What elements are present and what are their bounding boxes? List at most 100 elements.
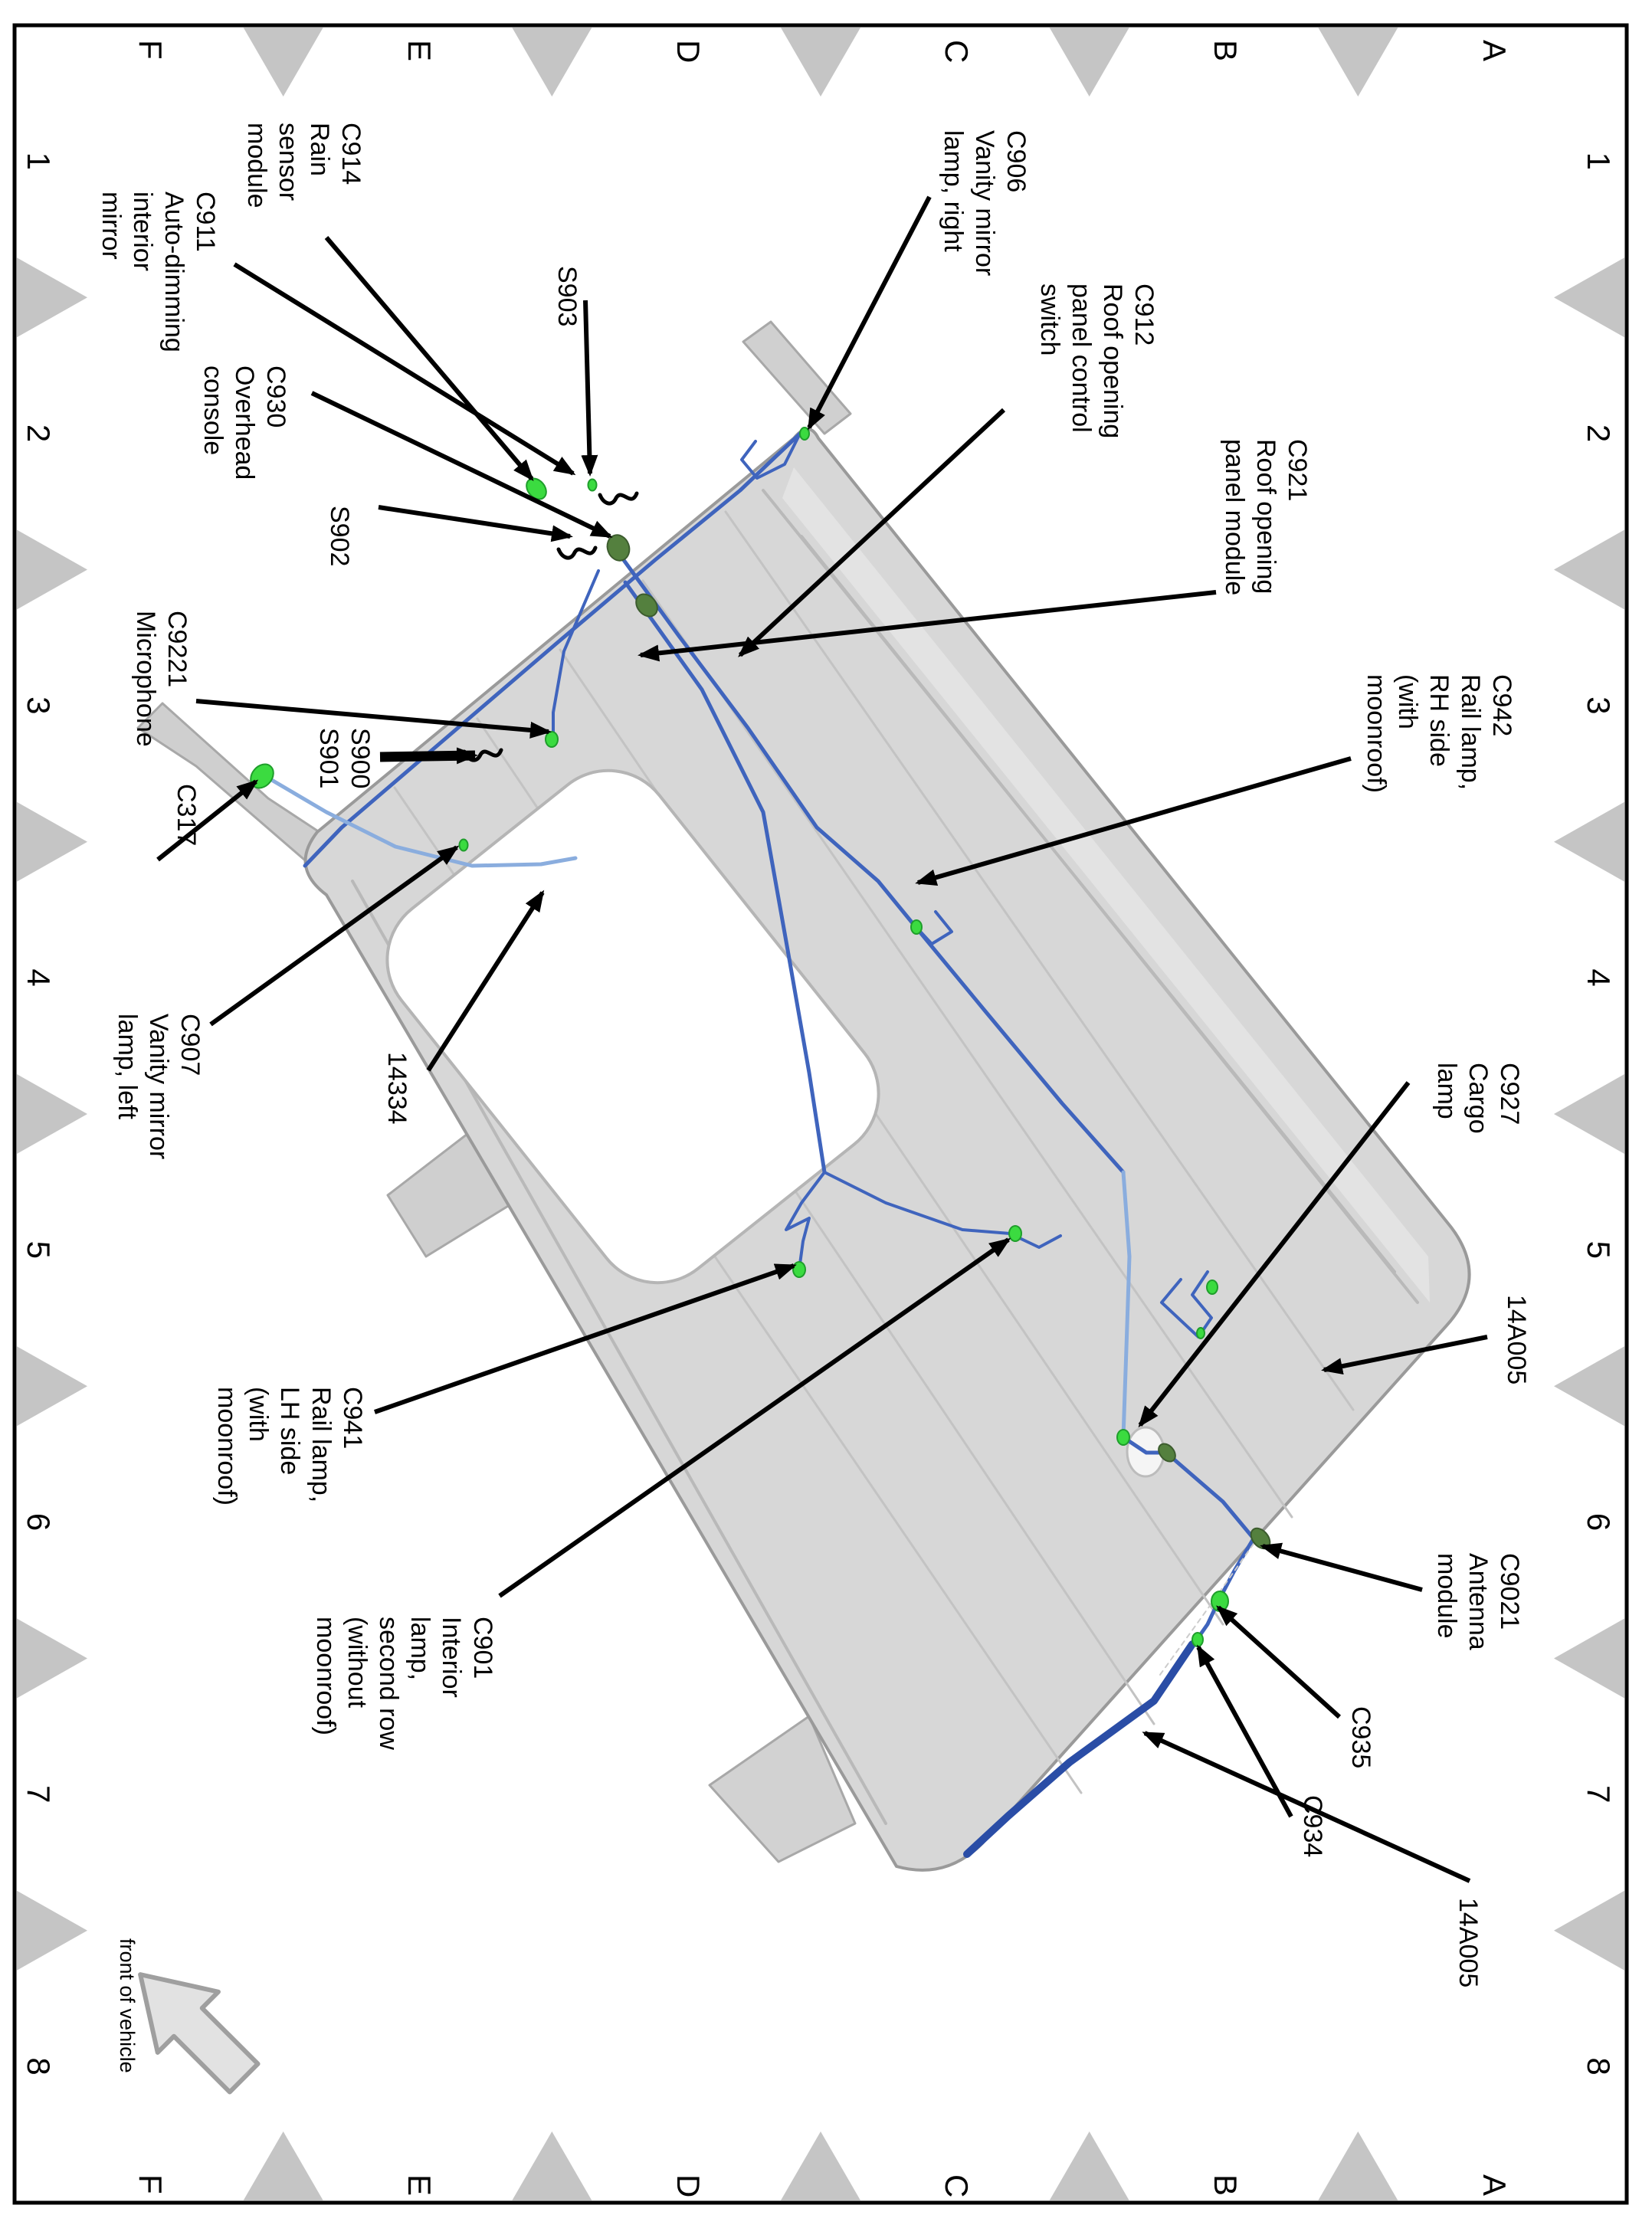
wire-c901-branch (823, 1171, 1011, 1235)
zone-triangle-bottom (17, 1346, 87, 1427)
callout-c911: C911 Auto-dimming interior mirror (97, 192, 220, 352)
callout-c901: C901 Interior lamp, second row (without … (311, 1617, 497, 1750)
callout-s903: S903 (552, 266, 582, 327)
zone-triangle-right (1318, 2131, 1398, 2200)
leader-arrow-p14a005a (1321, 1335, 1488, 1375)
callout-c934: C934 (1298, 1795, 1327, 1858)
grid-letter-B-right: B (1208, 2174, 1244, 2197)
rail-clip-b (1196, 1327, 1205, 1339)
leader-arrow-c912 (738, 408, 1006, 657)
zone-triangle-bottom (17, 801, 87, 882)
zone-triangle-left (781, 28, 860, 97)
grid-number-8-top: 8 (1581, 2057, 1617, 2076)
leader-arrow-c941 (374, 1263, 797, 1414)
zone-triangle-top (1554, 529, 1624, 610)
zone-triangle-bottom (17, 1890, 87, 1971)
wire-c906-curl (740, 432, 801, 480)
leader-arrow-c914 (324, 236, 534, 482)
c9221-connector (545, 731, 559, 748)
grid-number-2-top: 2 (1581, 424, 1617, 443)
zone-triangle-top (1554, 1346, 1624, 1427)
wire-rear-thick-run (963, 1640, 1196, 1858)
zone-triangle-right (512, 2131, 592, 2200)
front-of-vehicle-arrow (138, 1972, 261, 2095)
callout-c941: C941 Rail lamp, LH side (with moonroof) (212, 1387, 367, 1506)
zone-triangle-bottom (17, 257, 87, 338)
grid-letter-C-left: C (939, 40, 975, 64)
leader-arrow-c927 (1138, 1081, 1411, 1428)
leader-arrow-c934 (1196, 1644, 1293, 1818)
grid-number-4-bottom: 4 (21, 968, 57, 987)
zone-triangle-bottom (17, 1618, 87, 1699)
grid-letter-E-right: E (402, 2174, 438, 2197)
callout-s900s901: S900 S901 (314, 728, 375, 789)
leader-arrow-c317 (156, 779, 259, 862)
leader-arrow-c930 (310, 391, 613, 539)
callout-c317: C317 (172, 784, 201, 847)
callout-s902: S902 (325, 506, 354, 567)
leader-arrow-s903 (581, 300, 598, 477)
s903-brace (598, 491, 639, 506)
grid-number-7-top: 7 (1581, 1785, 1617, 1804)
zone-triangle-top (1554, 1890, 1624, 1971)
sheet-border (12, 23, 1629, 2205)
leader-arrow-c935 (1216, 1605, 1342, 1719)
zone-triangle-right (781, 2131, 860, 2200)
c901-connector (1008, 1225, 1022, 1242)
c941-connector (792, 1261, 806, 1278)
zone-triangle-top (1554, 1074, 1624, 1154)
callout-c942: C942 Rail lamp, RH side (with moonroof) (1362, 674, 1516, 793)
leader-arrow-c9221 (195, 699, 552, 739)
grid-letter-A-right: A (1476, 2174, 1513, 2197)
rail-clip-a (1206, 1279, 1218, 1295)
grid-number-7-bottom: 7 (21, 1785, 57, 1804)
callout-p14a005a: 14A005 (1502, 1295, 1531, 1385)
c921-module (635, 593, 658, 618)
roof-structure-illustration (136, 320, 1471, 1872)
callout-c935: C935 (1346, 1706, 1375, 1769)
harness-wires (263, 431, 1256, 1858)
leader-arrow-p14a005b (1142, 1731, 1471, 1883)
moonroof-opening (385, 768, 880, 1285)
leader-arrow-c901 (498, 1237, 1011, 1598)
callout-c912: C912 Roof opening panel control switch (1035, 283, 1159, 439)
leader-arrow-c906 (807, 195, 932, 431)
c907-connector (458, 838, 469, 852)
callout-c930: C930 Overhead console (198, 365, 290, 480)
callout-c9021: C9021 Antenna module (1432, 1553, 1524, 1650)
grid-number-1-top: 1 (1581, 152, 1617, 170)
wire-c941-branch (785, 1171, 826, 1271)
zone-triangle-left (243, 28, 323, 97)
roof-ribs (393, 510, 1355, 1794)
wire-rear-run-2 (1164, 1450, 1256, 1541)
grid-zone-triangles (17, 28, 1624, 2200)
wire-trunk-to-rail (615, 549, 1126, 1175)
zone-triangle-right (243, 2131, 323, 2200)
wire-header-run (303, 431, 802, 868)
cargo-junction-connector (1116, 1429, 1130, 1446)
zone-triangle-right (1049, 2131, 1129, 2200)
grid-number-3-top: 3 (1581, 696, 1617, 715)
grid-number-8-bottom: 8 (21, 2057, 57, 2076)
leader-arrows (156, 195, 1488, 1883)
callout-c907: C907 Vanity mirror lamp, left (113, 1014, 205, 1160)
callout-c906: C906 Vanity mirror lamp, right (939, 130, 1031, 277)
wire-rail-clip-squiggle (1160, 1270, 1213, 1338)
wire-moonroof-side-run (623, 580, 827, 1175)
zone-triangle-left (512, 28, 592, 97)
grid-letter-F-left: F (133, 40, 169, 60)
leader-arrow-c911 (233, 262, 576, 476)
wire-rail-light-run (1121, 1170, 1132, 1440)
grid-letter-B-left: B (1208, 40, 1244, 62)
zone-triangle-bottom (17, 529, 87, 610)
callout-c927: C927 Cargo lamp (1432, 1063, 1524, 1134)
leader-arrow-c907 (209, 845, 460, 1027)
s902-brace (556, 546, 598, 560)
c906-connector (799, 427, 810, 441)
d-pillar-tab (708, 1715, 857, 1863)
grid-number-3-bottom: 3 (21, 696, 57, 715)
a-pillar-trim-right (742, 320, 852, 435)
